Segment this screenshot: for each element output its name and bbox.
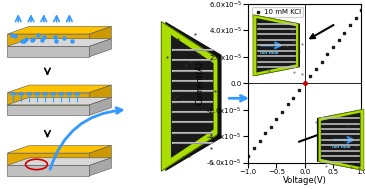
Polygon shape [89,39,111,57]
Polygon shape [7,158,111,165]
Polygon shape [319,109,364,170]
Text: Ion flow: Ion flow [260,50,278,54]
Polygon shape [7,146,111,153]
Polygon shape [7,153,89,165]
Line: 10 mM KCl: 10 mM KCl [247,9,363,157]
10 mM KCl [274,118,279,120]
X-axis label: Voltage(V): Voltage(V) [283,176,327,185]
10 mM KCl [354,17,358,19]
Polygon shape [255,15,300,76]
Polygon shape [7,93,89,105]
Polygon shape [321,113,361,167]
Polygon shape [256,18,296,73]
Polygon shape [7,85,111,93]
Polygon shape [171,35,214,158]
10 mM KCl [303,82,307,84]
Polygon shape [89,85,111,105]
10 mM KCl [359,9,364,12]
Polygon shape [7,97,111,105]
10 mM KCl [269,126,273,128]
10 mM KCl [348,24,352,26]
10 mM KCl [342,32,347,34]
10 mM KCl [263,132,267,135]
Polygon shape [253,15,298,76]
Polygon shape [7,26,111,34]
10 mM KCl [252,147,256,149]
10 mM KCl [331,46,335,49]
Legend: 10 mM KCl: 10 mM KCl [252,7,303,17]
10 mM KCl [320,61,324,63]
10 mM KCl [308,75,313,77]
10 mM KCl [246,155,250,157]
10 mM KCl [257,140,262,143]
Polygon shape [89,26,111,46]
10 mM KCl [314,67,318,70]
Y-axis label: Current(A): Current(A) [196,61,205,105]
10 mM KCl [337,38,341,41]
Polygon shape [89,97,111,115]
Polygon shape [317,109,362,170]
Polygon shape [165,22,222,171]
10 mM KCl [297,89,301,92]
Polygon shape [7,105,89,115]
Polygon shape [161,22,218,171]
Polygon shape [7,34,89,46]
Polygon shape [89,158,111,176]
Polygon shape [7,46,89,57]
10 mM KCl [325,53,330,55]
Polygon shape [89,146,111,165]
10 mM KCl [285,103,290,105]
Polygon shape [7,39,111,46]
Text: Ion flow: Ion flow [332,145,350,149]
10 mM KCl [291,97,296,99]
10 mM KCl [280,111,284,113]
Polygon shape [7,165,89,176]
